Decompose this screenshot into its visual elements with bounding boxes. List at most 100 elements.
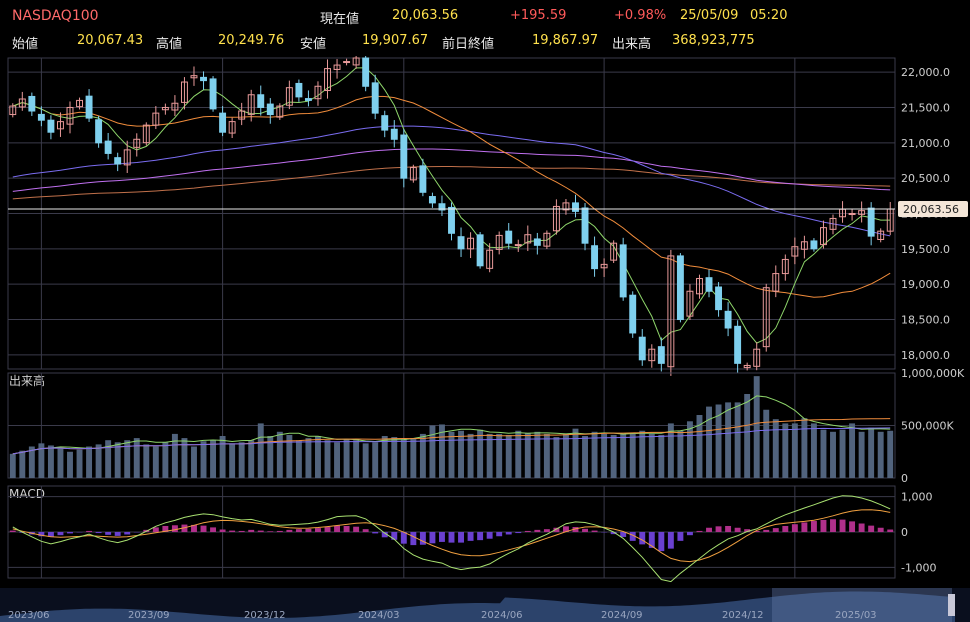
volume-bar — [877, 431, 884, 478]
macd-histogram-bar — [667, 532, 674, 549]
candle-body — [180, 81, 188, 103]
candle-body — [142, 124, 150, 144]
macd-histogram-bar — [734, 527, 741, 532]
macd-histogram-bar — [343, 525, 350, 532]
macd-tick-label: 0 — [901, 526, 908, 539]
quote-header: NASDAQ100 現在値 20,063.56 +195.59 +0.98% 2… — [0, 0, 970, 56]
macd-histogram-bar — [572, 527, 579, 532]
candle-body — [57, 121, 64, 130]
volume-bar — [572, 428, 579, 478]
volume-bar — [67, 451, 73, 478]
prev-close-value: 19,867.97 — [532, 33, 599, 48]
volume-bar — [372, 442, 379, 478]
candle-body — [104, 140, 112, 154]
price-panel: 22,000.021,500.021,000.020,500.020,000.0… — [7, 56, 968, 376]
volume-bar — [496, 433, 503, 478]
macd-histogram-bar — [496, 532, 503, 537]
quote-date: 25/05/09 — [680, 8, 739, 23]
navigator-label: 2023/12 — [244, 610, 286, 621]
navigator-label: 2023/09 — [128, 610, 170, 621]
stock-chart[interactable]: 22,000.021,500.021,000.020,500.020,000.0… — [0, 56, 970, 622]
volume-bar — [124, 440, 131, 478]
macd-histogram-bar — [620, 532, 627, 537]
candle-body — [467, 237, 475, 250]
candle-body — [66, 106, 74, 125]
candle-body — [762, 287, 770, 348]
quote-time: 05:20 — [750, 8, 788, 23]
macd-histogram-bar — [820, 519, 827, 532]
macd-signal-line — [12, 509, 891, 563]
price-tick-label: 18,500.0 — [901, 314, 950, 327]
candle-body — [304, 98, 312, 101]
candle-body — [190, 75, 198, 79]
price-tick-label: 20,500.0 — [901, 172, 950, 185]
volume-bar — [772, 419, 779, 478]
volume-ma-long — [12, 427, 891, 455]
candle-body — [667, 255, 675, 368]
price-tick-label: 18,000.0 — [901, 349, 950, 362]
volume-bar — [830, 431, 836, 478]
volume-value: 368,923,775 — [672, 33, 755, 48]
candle-body — [400, 134, 408, 179]
candle-body — [457, 236, 465, 250]
open-label: 始値 — [12, 37, 39, 52]
macd-histogram-bar — [391, 532, 398, 540]
volume-bar — [295, 440, 302, 478]
candle-body — [829, 217, 837, 230]
volume-bar — [171, 433, 178, 478]
candle-body — [352, 57, 360, 66]
macd-histogram-bar — [95, 532, 102, 534]
macd-histogram-bar — [286, 529, 293, 532]
navigator-label: 2024/06 — [481, 610, 523, 621]
macd-histogram-bar — [38, 532, 45, 537]
price-tick-label: 19,000.0 — [901, 278, 950, 291]
price-tick-label: 22,000.0 — [901, 66, 950, 79]
macd-histogram-bar — [858, 523, 865, 532]
volume-bar — [734, 402, 741, 478]
volume-bar — [658, 434, 665, 478]
macd-histogram-bar — [849, 521, 856, 532]
volume-bar — [334, 442, 341, 478]
macd-histogram-bar — [124, 532, 131, 535]
macd-histogram-bar — [887, 529, 894, 532]
volume-bar — [801, 418, 808, 478]
volume-bar — [267, 436, 274, 478]
macd-histogram-bar — [534, 529, 541, 532]
macd-histogram-bar — [782, 525, 789, 532]
macd-histogram-bar — [610, 532, 617, 535]
macd-panel: MACD 1,000 0 -1,000 — [7, 485, 936, 583]
macd-tick-label: 1,000 — [901, 491, 933, 504]
volume-tick-label: 1,000,000K — [901, 367, 965, 380]
candle-body — [409, 167, 417, 181]
candle-body — [572, 202, 579, 212]
macd-histogram-bar — [753, 530, 760, 532]
current-price-tag — [898, 201, 968, 218]
macd-histogram-bar — [439, 532, 445, 542]
volume-bar — [534, 431, 541, 478]
candle-body — [371, 82, 379, 114]
ma-longest-line — [12, 166, 891, 200]
volume-bar — [315, 436, 321, 478]
volume-bar — [639, 430, 646, 478]
range-navigator[interactable]: 2023/06 2023/09 2023/12 2024/03 2024/06 2024/… — [0, 588, 970, 622]
macd-line — [12, 495, 891, 583]
volume-bar — [839, 429, 846, 478]
macd-histogram-bar — [582, 528, 588, 532]
macd-histogram-bar — [467, 532, 474, 541]
navigator-label: 2024/09 — [601, 610, 643, 621]
volume-panel-title: 出来高 — [9, 373, 45, 388]
candle-body — [772, 273, 780, 292]
macd-histogram-bar — [715, 526, 722, 532]
volume-bar — [524, 432, 531, 478]
candle-body — [381, 115, 389, 131]
macd-histogram-bar — [191, 524, 197, 532]
macd-histogram-bar — [295, 529, 302, 532]
volume-bar — [28, 446, 35, 478]
candle-body — [419, 165, 427, 193]
volume-bar — [439, 424, 445, 478]
volume-panel: 出来高 1,000,000K 500,000K 0 — [7, 367, 965, 485]
volume-bar — [725, 402, 732, 478]
volume-bar — [467, 433, 474, 478]
macd-histogram-bar — [810, 521, 817, 532]
macd-histogram-bar — [429, 532, 436, 544]
